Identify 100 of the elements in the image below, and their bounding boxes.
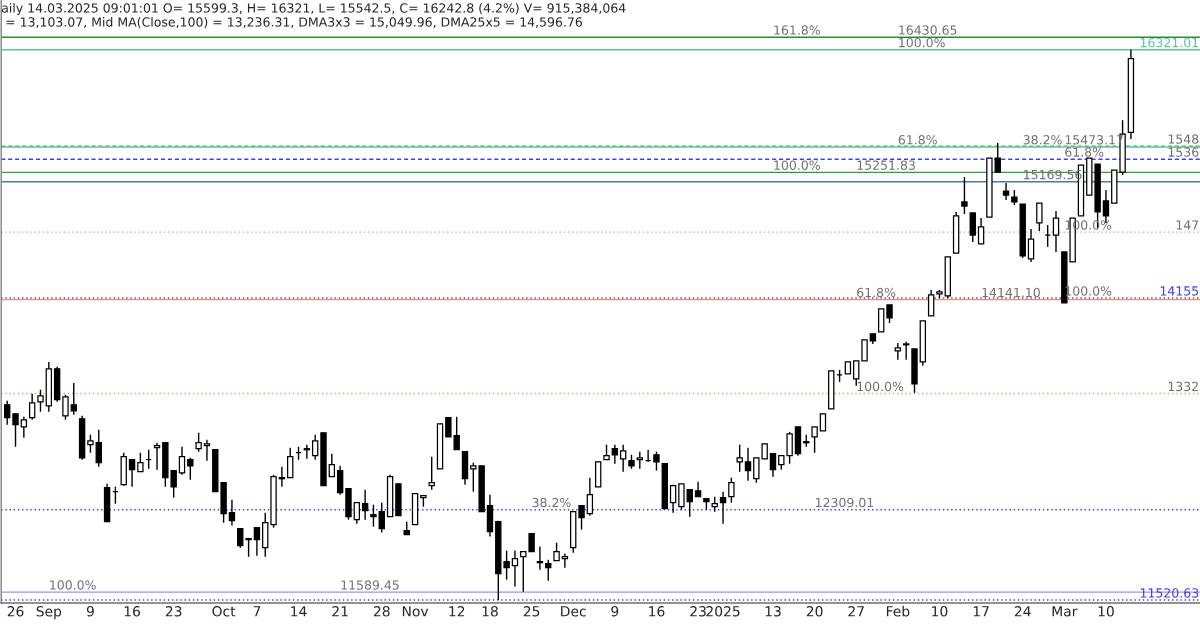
x-tick-label: 20 [806, 606, 823, 617]
annotation: 1548 [1168, 134, 1199, 144]
annotation: 61.8% [898, 135, 937, 145]
x-tick-label: 12 [449, 606, 465, 617]
candlestick [969, 212, 976, 243]
x-tick-label: 2025 [706, 606, 740, 617]
candlestick [336, 465, 344, 496]
candlestick [62, 394, 69, 421]
candlestick [20, 416, 28, 439]
candlestick [744, 446, 752, 482]
candlestick [278, 465, 286, 488]
candlestick [153, 442, 161, 471]
candlestick [1052, 210, 1060, 253]
candlestick [678, 483, 685, 511]
candlestick [719, 490, 727, 525]
candlestick [353, 501, 361, 525]
x-tick-label: 23 [165, 606, 182, 617]
x-tick-label: 9 [611, 606, 619, 617]
x-tick-label: Sep [36, 606, 62, 620]
annotation: aily 14.03.2025 09:01:01 O= 15599.3, H= 16321, L= 15542.5, C= 16242.8 (4.2%) V= 915,384,064 [1, 3, 626, 16]
x-tick-label: 16 [124, 606, 141, 617]
x-tick-label: 26 [7, 606, 24, 617]
annotation: 100.0% [50, 580, 96, 590]
candlestick [195, 432, 202, 453]
ref-line-label: 16321.01 [1140, 37, 1199, 48]
x-tick-label: 24 [1014, 606, 1031, 617]
candlestick [545, 558, 552, 582]
annotation: 38.2% [1023, 135, 1062, 145]
x-tick-label: 27 [848, 606, 864, 617]
candlestick [70, 382, 77, 416]
annotation: 147 [1176, 220, 1199, 230]
candlestick [811, 426, 818, 454]
annotation: = 13,103.07, Mid MA(Close,100) = 13,236.31, DMA3x3 = 15,049.96, DMA25x5 = 14,596.76 [6, 17, 583, 29]
candlestick [994, 142, 1001, 173]
x-tick-label: 13 [765, 606, 781, 617]
x-tick-label: 25 [523, 606, 540, 617]
candlestick [28, 393, 36, 421]
x-tick-label: Mar [1052, 606, 1078, 617]
candlestick [769, 453, 777, 478]
candlestick [428, 456, 435, 491]
candlestick [961, 176, 968, 215]
candlestick [736, 443, 743, 473]
x-tick-label: Oct [212, 606, 236, 617]
x-tick-label: 21 [332, 606, 348, 617]
candlestick [286, 446, 294, 479]
candlestick [187, 457, 194, 481]
x-tick-label: Nov [402, 606, 429, 617]
annotation: 16430.65 [899, 25, 957, 35]
annotation: 61.8% [857, 287, 896, 298]
candlestick [861, 339, 868, 362]
candlestick [877, 308, 885, 333]
candlestick [37, 389, 44, 413]
annotation: 12309.01 [815, 497, 874, 508]
candlestick [361, 489, 369, 521]
x-tick-label: Feb [886, 605, 910, 617]
annotation: 15251.83 [857, 160, 915, 170]
x-tick-label: 7 [253, 606, 261, 617]
annotation: 100.0% [857, 381, 904, 392]
annotation: 38.2% [532, 497, 571, 508]
candlestick [311, 434, 319, 461]
x-tick-label: Dec [561, 606, 586, 617]
candlestick [586, 477, 594, 517]
candlestick [894, 342, 902, 361]
candlestick [927, 289, 935, 317]
candlestick [669, 483, 677, 514]
candlestick [902, 341, 910, 361]
x-tick-label: 10 [1098, 606, 1114, 617]
annotation: 100.0% [774, 160, 820, 170]
candlestick [1002, 182, 1010, 201]
ref-line-label: 11520.63 [1140, 588, 1199, 598]
candlestick [328, 453, 336, 478]
x-tick-label: 9 [86, 606, 94, 617]
candlestick [303, 443, 311, 460]
candlestick [728, 477, 735, 504]
annotation: 100.0% [899, 37, 945, 48]
candlestick [253, 526, 261, 557]
annotation: 1536 [1168, 147, 1199, 157]
x-tick-label: 18 [482, 606, 498, 617]
candlestick [378, 501, 385, 534]
annotation: 1332 [1168, 381, 1198, 392]
x-tick-label: 16 [649, 606, 665, 617]
annotation: 61.8% [1065, 147, 1104, 157]
x-tick-label: 10 [932, 606, 948, 617]
x-tick-label: 23 [690, 606, 706, 617]
candlestick [578, 504, 585, 531]
candlestick [228, 499, 236, 527]
candlestick [12, 413, 19, 448]
candlestick [237, 527, 244, 549]
candlestick [178, 446, 186, 476]
x-tick-label: 28 [373, 606, 390, 617]
candlestick [653, 450, 660, 472]
candlestick [1027, 228, 1035, 263]
candlestick [370, 503, 377, 528]
candlestick [611, 443, 619, 465]
x-tick-label: 14 [291, 606, 307, 617]
candlestick [511, 549, 519, 588]
annotation: 161.8% [774, 25, 820, 35]
x-tick-label: 17 [973, 606, 989, 617]
candlestick [686, 489, 693, 518]
ref-line-label: 14155 [1160, 286, 1199, 296]
